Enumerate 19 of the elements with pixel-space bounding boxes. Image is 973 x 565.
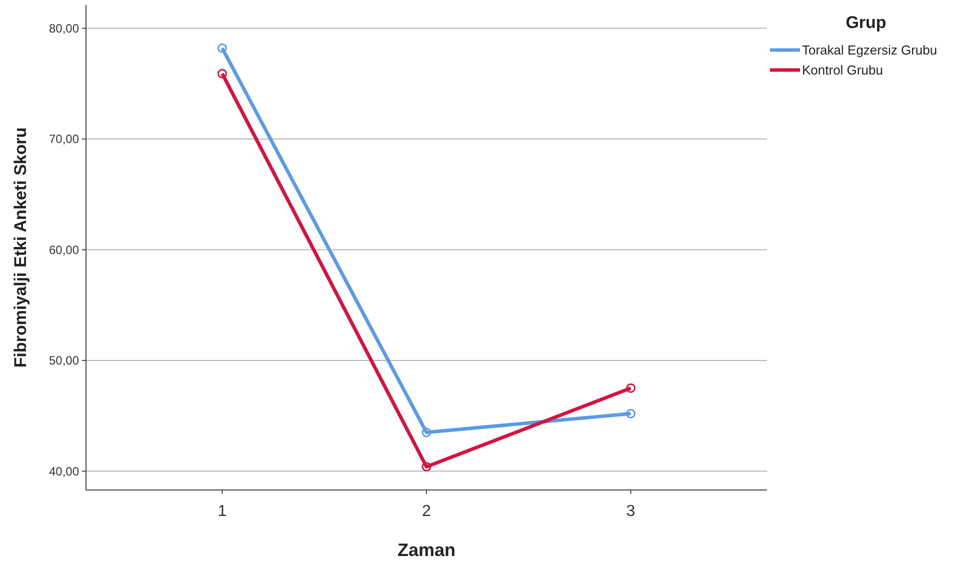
point xyxy=(422,428,432,438)
y-tick-label: 40,00 xyxy=(48,464,80,478)
y-tick-label: 80,00 xyxy=(48,21,80,36)
x-axis-title: Zaman xyxy=(397,540,456,560)
point xyxy=(217,68,227,78)
legend-label: Torakal Egzersiz Grubu xyxy=(802,42,938,58)
point xyxy=(217,43,227,53)
y-tick-label: 50,00 xyxy=(48,354,80,368)
legend-label: Kontrol Grubu xyxy=(802,62,883,78)
legend-title: Grup xyxy=(846,13,886,32)
y-tick-label: 60,00 xyxy=(48,242,80,257)
x-tick-label: 1 xyxy=(218,503,227,520)
x-tick-label: 2 xyxy=(422,503,432,520)
point xyxy=(626,383,636,393)
point xyxy=(422,462,432,472)
y-axis-title: Fibromiyalji Etki Anketi Skoru xyxy=(11,127,30,368)
x-tick-label: 3 xyxy=(626,503,636,520)
y-tick-label: 70,00 xyxy=(48,132,80,146)
point xyxy=(626,408,636,418)
